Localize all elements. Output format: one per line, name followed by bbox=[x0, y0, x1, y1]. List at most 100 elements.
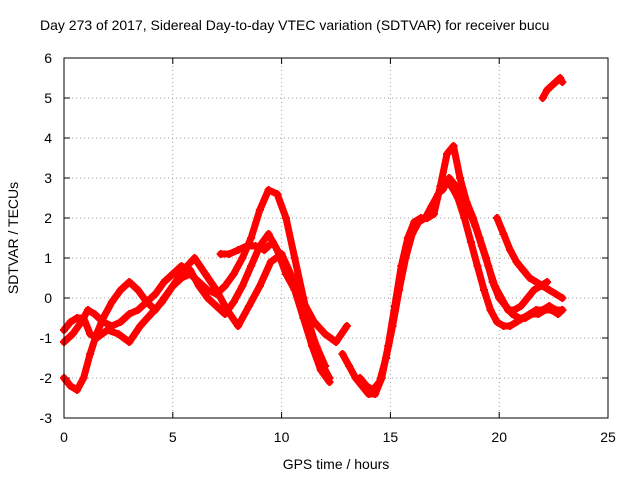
data-point bbox=[303, 318, 312, 326]
data-point bbox=[558, 306, 567, 314]
data-point bbox=[281, 214, 290, 222]
data-point bbox=[68, 330, 77, 338]
x-tick-label: 5 bbox=[169, 429, 177, 445]
data-point bbox=[133, 306, 142, 314]
data-point bbox=[325, 374, 334, 382]
data-point bbox=[264, 186, 273, 194]
data-point bbox=[186, 270, 195, 278]
data-point bbox=[247, 234, 256, 242]
data-point bbox=[525, 310, 534, 318]
y-tick-label: 6 bbox=[44, 50, 52, 66]
data-point bbox=[203, 286, 212, 294]
y-tick-label: 3 bbox=[44, 170, 52, 186]
data-point bbox=[451, 182, 460, 190]
y-tick-label: -2 bbox=[40, 370, 53, 386]
data-point bbox=[362, 382, 371, 390]
data-point bbox=[530, 286, 539, 294]
data-point bbox=[277, 254, 286, 262]
x-tick-label: 0 bbox=[60, 429, 68, 445]
data-point bbox=[493, 214, 502, 222]
x-tick-label: 20 bbox=[491, 429, 507, 445]
data-point bbox=[103, 326, 112, 334]
data-point bbox=[295, 294, 304, 302]
data-point bbox=[484, 262, 493, 270]
data-point bbox=[510, 306, 519, 314]
data-point bbox=[212, 302, 221, 310]
data-point bbox=[268, 238, 277, 246]
data-point bbox=[321, 330, 330, 338]
data-point bbox=[395, 286, 404, 294]
data-point bbox=[225, 250, 234, 258]
data-point bbox=[312, 342, 321, 350]
data-point bbox=[464, 206, 473, 214]
data-point bbox=[79, 314, 88, 322]
data-point bbox=[151, 306, 160, 314]
data-point bbox=[116, 318, 125, 326]
data-point bbox=[543, 86, 552, 94]
data-point bbox=[260, 246, 269, 254]
data-point bbox=[116, 286, 125, 294]
y-tick-label: 4 bbox=[44, 130, 52, 146]
data-point bbox=[125, 310, 134, 318]
data-point bbox=[244, 302, 253, 310]
data-point bbox=[66, 318, 75, 326]
data-point bbox=[92, 330, 101, 338]
data-point bbox=[221, 282, 230, 290]
data-point bbox=[133, 286, 142, 294]
data-point bbox=[538, 306, 547, 314]
x-axis-label: GPS time / hours bbox=[283, 456, 390, 472]
data-point bbox=[449, 142, 458, 150]
data-point bbox=[177, 274, 186, 282]
data-point bbox=[90, 310, 99, 318]
data-point bbox=[558, 294, 567, 302]
data-point bbox=[499, 230, 508, 238]
data-point bbox=[286, 270, 295, 278]
data-point bbox=[523, 294, 532, 302]
data-point bbox=[83, 306, 92, 314]
data-point bbox=[486, 306, 495, 314]
x-tick-label: 25 bbox=[600, 429, 616, 445]
y-tick-label: 5 bbox=[44, 90, 52, 106]
data-point bbox=[255, 282, 264, 290]
data-point bbox=[125, 338, 134, 346]
data-point bbox=[408, 230, 417, 238]
data-point bbox=[342, 322, 351, 330]
data-point bbox=[558, 78, 567, 86]
data-point bbox=[532, 278, 541, 286]
data-point bbox=[388, 322, 397, 330]
data-point bbox=[466, 238, 475, 246]
data-point bbox=[160, 278, 169, 286]
data-point bbox=[538, 94, 547, 102]
data-point bbox=[73, 386, 82, 394]
data-point bbox=[512, 258, 521, 266]
data-point bbox=[242, 242, 251, 250]
data-point bbox=[345, 362, 354, 370]
y-tick-label: 1 bbox=[44, 250, 52, 266]
data-point bbox=[338, 350, 347, 358]
data-point bbox=[460, 214, 469, 222]
data-point bbox=[458, 194, 467, 202]
data-point bbox=[247, 262, 256, 270]
data-point bbox=[168, 270, 177, 278]
data-point bbox=[203, 294, 212, 302]
data-point bbox=[136, 322, 145, 330]
y-tick-label: 0 bbox=[44, 290, 52, 306]
data-point bbox=[442, 150, 451, 158]
data-point bbox=[234, 322, 243, 330]
data-point bbox=[229, 270, 238, 278]
data-point bbox=[493, 318, 502, 326]
data-point bbox=[456, 174, 465, 182]
data-point bbox=[194, 278, 203, 286]
data-point bbox=[290, 254, 299, 262]
data-point bbox=[321, 362, 330, 370]
data-point bbox=[216, 250, 225, 258]
data-point bbox=[66, 382, 75, 390]
data-point bbox=[99, 314, 108, 322]
data-point bbox=[355, 374, 364, 382]
data-point bbox=[382, 354, 391, 362]
data-point bbox=[168, 282, 177, 290]
y-tick-label: 2 bbox=[44, 210, 52, 226]
data-point bbox=[125, 278, 134, 286]
data-point bbox=[545, 286, 554, 294]
